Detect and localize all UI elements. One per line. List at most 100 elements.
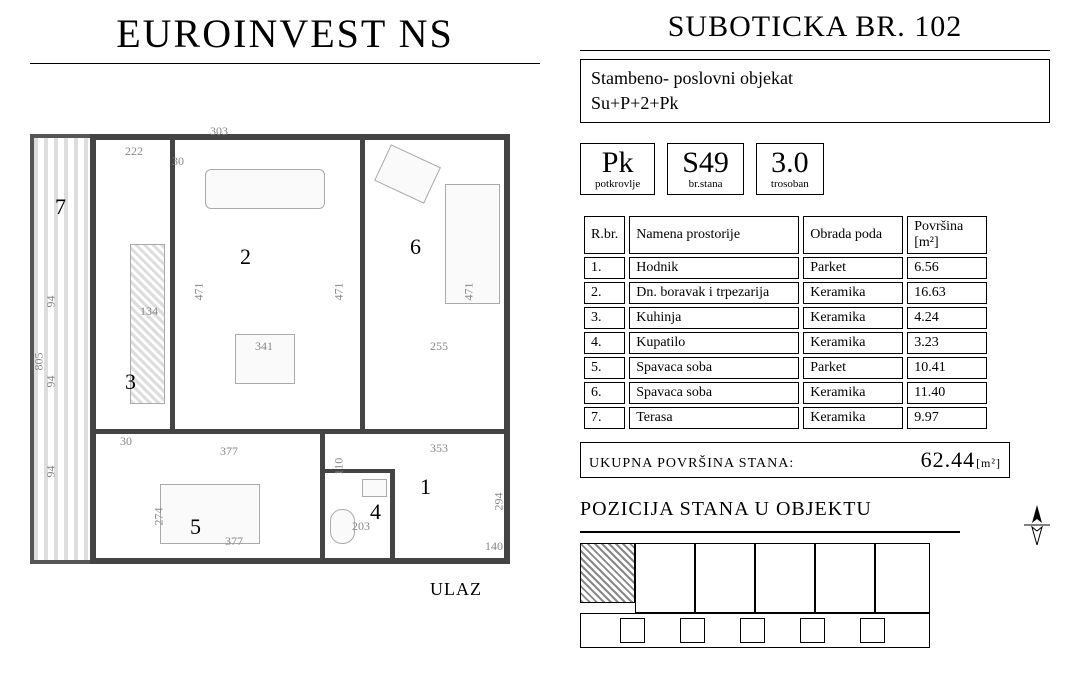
dimension-label: 222 — [125, 144, 143, 159]
info-small: trosoban — [771, 178, 809, 190]
cell-area: 16.63 — [907, 282, 987, 304]
dimension-label: 140 — [485, 539, 503, 554]
info-big: S49 — [682, 148, 729, 178]
dimension-label: 303 — [210, 124, 228, 139]
block — [755, 543, 815, 613]
info-small: potkrovlje — [595, 178, 640, 190]
wall — [96, 429, 510, 434]
cell-name: Spavaca soba — [629, 357, 799, 379]
dimension-label: 255 — [430, 339, 448, 354]
cell-num: 6. — [584, 382, 625, 404]
cell-area: 4.24 — [907, 307, 987, 329]
bed — [160, 484, 260, 544]
address-title: SUBOTICKA BR. 102 — [580, 10, 1050, 51]
info-unit: S49 br.stana — [667, 143, 744, 195]
room-number: 5 — [190, 514, 201, 540]
floor-plan: 1234567 22230303471471471341255134949494… — [30, 114, 530, 614]
block — [740, 618, 765, 643]
col-floor: Obrada poda — [803, 216, 903, 254]
room-number: 1 — [420, 474, 431, 500]
room-number: 6 — [410, 234, 421, 260]
sink — [362, 479, 387, 497]
dimension-label: 341 — [255, 339, 273, 354]
wall — [390, 469, 395, 564]
cell-num: 3. — [584, 307, 625, 329]
table-row: 6.Spavaca sobaKeramika11.40 — [584, 382, 987, 404]
dimension-label: 471 — [462, 283, 477, 301]
cell-name: Kupatilo — [629, 332, 799, 354]
dimension-label: 471 — [332, 283, 347, 301]
cell-num: 2. — [584, 282, 625, 304]
block — [800, 618, 825, 643]
table-row: 4.KupatiloKeramika3.23 — [584, 332, 987, 354]
wall — [320, 432, 325, 562]
cell-name: Kuhinja — [629, 307, 799, 329]
cell-num: 4. — [584, 332, 625, 354]
table-row: 2.Dn. boravak i trpezarijaKeramika16.63 — [584, 282, 987, 304]
cell-name: Spavaca soba — [629, 382, 799, 404]
block — [680, 618, 705, 643]
dimension-label: 94 — [44, 296, 59, 308]
cell-num: 5. — [584, 357, 625, 379]
right-column: SUBOTICKA BR. 102 Stambeno- poslovni obj… — [560, 0, 1080, 675]
block — [860, 618, 885, 643]
cell-area: 10.41 — [907, 357, 987, 379]
table-row: 7.TerasaKeramika9.97 — [584, 407, 987, 429]
col-num: R.br. — [584, 216, 625, 254]
wall — [360, 140, 365, 430]
col-name: Namena prostorije — [629, 216, 799, 254]
block — [815, 543, 875, 613]
block — [635, 543, 695, 613]
dimension-label: 471 — [192, 283, 207, 301]
info-big: Pk — [595, 148, 640, 178]
cell-floor: Keramika — [803, 307, 903, 329]
dimension-label: 30 — [172, 154, 184, 169]
building-floors: Su+P+2+Pk — [591, 91, 1039, 116]
dimension-label: 94 — [44, 466, 59, 478]
table-row: 1.HodnikParket6.56 — [584, 257, 987, 279]
position-title: POZICIJA STANA U OBJEKTU — [580, 498, 1050, 521]
cell-name: Hodnik — [629, 257, 799, 279]
dimension-label: 377 — [225, 534, 243, 549]
cell-floor: Keramika — [803, 282, 903, 304]
dimension-label: 203 — [352, 519, 370, 534]
cell-num: 1. — [584, 257, 625, 279]
building-position-plan — [580, 531, 960, 651]
total-value: 62.44 — [921, 447, 976, 473]
building-description: Stambeno- poslovni objekat Su+P+2+Pk — [580, 59, 1050, 123]
dimension-label: 377 — [220, 444, 238, 459]
table-row: 3.KuhinjaKeramika4.24 — [584, 307, 987, 329]
cell-area: 11.40 — [907, 382, 987, 404]
dimension-label: 94 — [44, 376, 59, 388]
cell-floor: Keramika — [803, 332, 903, 354]
cell-floor: Keramika — [803, 382, 903, 404]
info-small: br.stana — [682, 178, 729, 190]
dimension-label: 274 — [152, 508, 167, 526]
table-header-row: R.br. Namena prostorije Obrada poda Povr… — [584, 216, 987, 254]
dimension-label: 805 — [32, 353, 47, 371]
building-type: Stambeno- poslovni objekat — [591, 66, 1039, 91]
cell-area: 9.97 — [907, 407, 987, 429]
room-number: 4 — [370, 499, 381, 525]
cell-floor: Parket — [803, 257, 903, 279]
unit-highlight — [580, 543, 635, 603]
left-column: EUROINVEST NS 1234567 22230303471471471 — [0, 0, 560, 675]
col-area: Površina [m²] — [907, 216, 987, 254]
cell-name: Dn. boravak i trpezarija — [629, 282, 799, 304]
wall — [170, 140, 175, 430]
total-unit: [m²] — [976, 456, 1001, 471]
compass-icon: N — [1024, 505, 1050, 545]
room-number: 7 — [55, 194, 66, 220]
company-title: EUROINVEST NS — [30, 10, 540, 64]
total-label: UKUPNA POVRŠINA STANA: — [589, 456, 921, 472]
cell-floor: Parket — [803, 357, 903, 379]
room-number: 2 — [240, 244, 251, 270]
info-big: 3.0 — [771, 148, 809, 178]
entrance-label: ULAZ — [430, 579, 482, 600]
total-area: UKUPNA POVRŠINA STANA: 62.44 [m²] — [580, 442, 1010, 478]
block — [875, 543, 930, 613]
info-boxes: Pk potkrovlje S49 br.stana 3.0 trosoban — [580, 143, 1050, 195]
cell-area: 6.56 — [907, 257, 987, 279]
info-floor: Pk potkrovlje — [580, 143, 655, 195]
cell-name: Terasa — [629, 407, 799, 429]
